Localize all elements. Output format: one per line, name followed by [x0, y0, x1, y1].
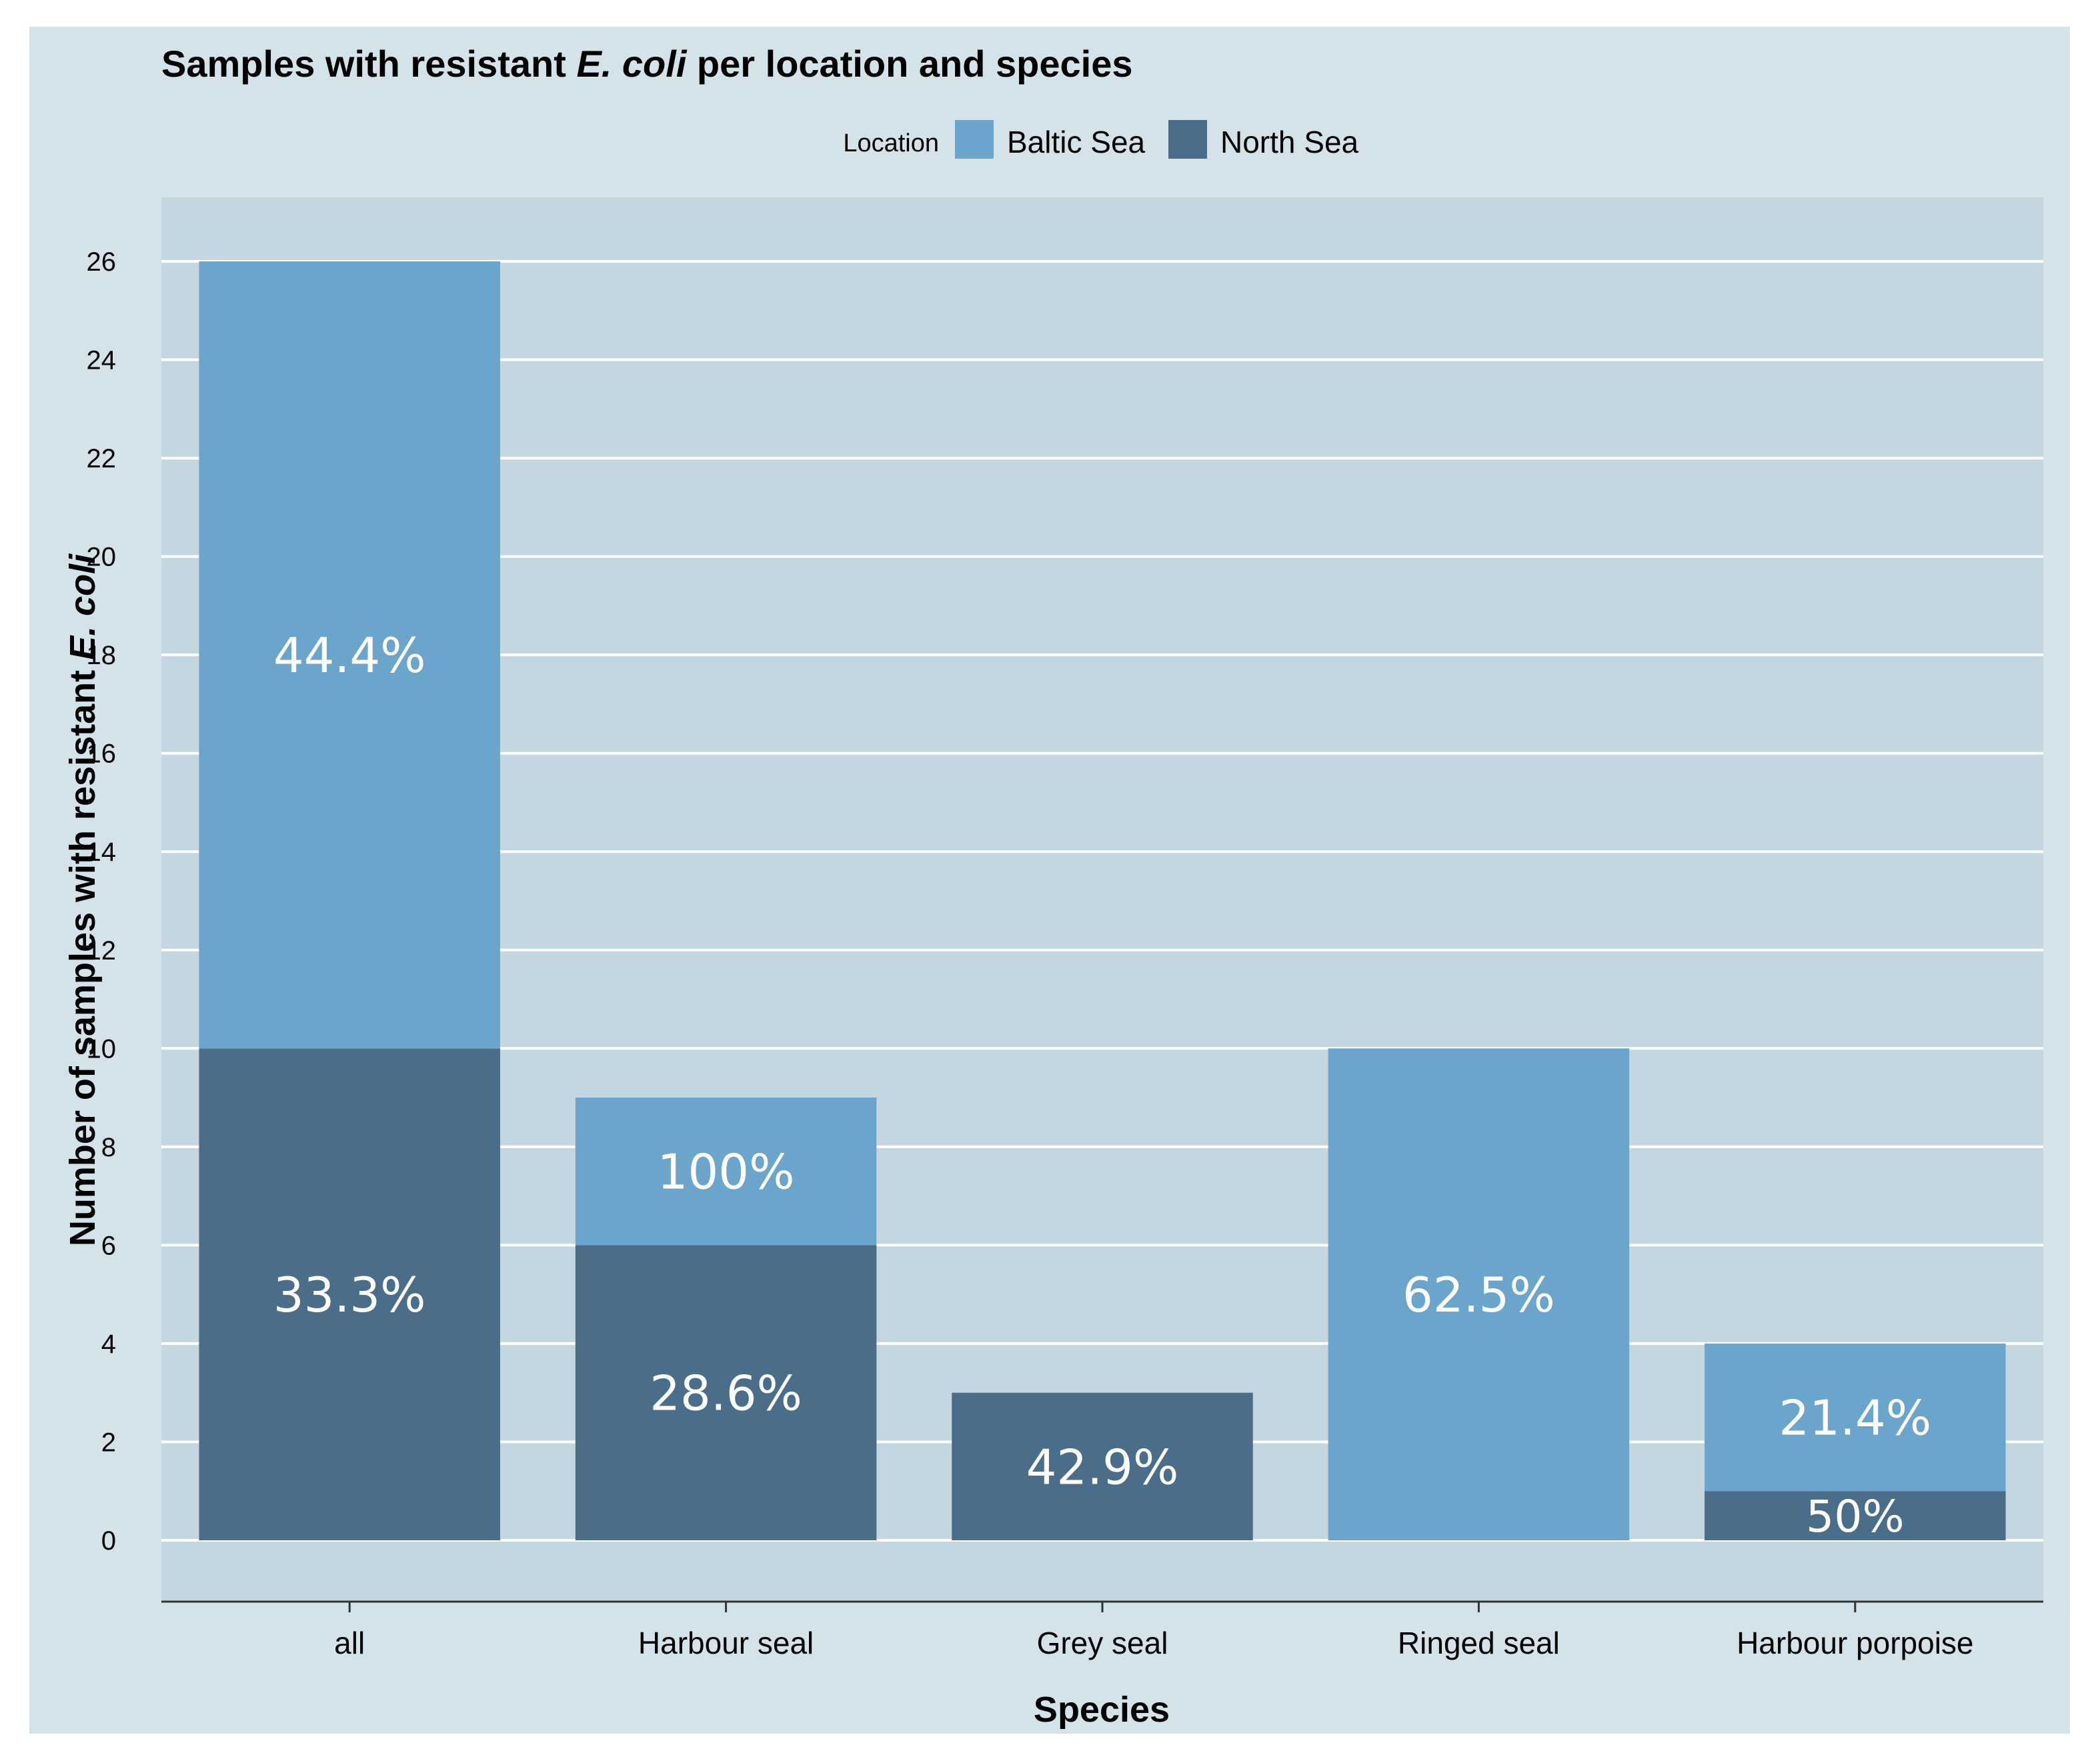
y-tick-label: 26 [87, 247, 117, 277]
y-axis-title: Number of samples with resistant E. coli [63, 553, 103, 1246]
y-tick-label: 20 [87, 543, 117, 572]
legend-swatch-north-sea [1168, 120, 1207, 159]
chart-card: Samples with resistant E. coli per locat… [29, 27, 2070, 1734]
legend-label-north-sea: North Sea [1220, 125, 1359, 159]
x-tick-label: Harbour seal [638, 1626, 814, 1660]
x-axis-ticks: all Harbour seal Grey seal Ringed seal Harbo… [334, 1602, 1974, 1660]
bar-north-sea-harbour-seal [575, 1245, 877, 1540]
bar-labels: 33.3% 44.4% 28.6% 100% 42.9% 62.5% 50% 21.4% [273, 627, 1931, 1542]
x-tick-label: Grey seal [1037, 1626, 1168, 1660]
legend-swatch-baltic-sea [955, 120, 994, 159]
data-label: 28.6% [650, 1366, 802, 1422]
x-tick-label: Harbour porpoise [1737, 1626, 1973, 1660]
bar-north-sea-all [199, 1048, 500, 1540]
data-label: 50% [1806, 1490, 1905, 1542]
legend-label-baltic-sea: Baltic Sea [1007, 125, 1146, 159]
y-tick-label: 6 [101, 1231, 116, 1260]
data-label: 42.9% [1026, 1439, 1179, 1495]
x-axis-title: Species [1034, 1690, 1170, 1730]
chart-title: Samples with resistant E. coli per locat… [161, 43, 1132, 85]
y-tick-label: 16 [87, 739, 117, 769]
data-label: 62.5% [1402, 1267, 1555, 1323]
legend-title: Location [843, 129, 939, 157]
bar-north-sea-grey-seal [952, 1392, 1253, 1540]
y-tick-label: 10 [87, 1034, 117, 1064]
data-label: 33.3% [273, 1267, 426, 1323]
y-tick-label: 4 [101, 1330, 116, 1359]
bar-baltic-sea-harbour-porpoise [1705, 1343, 2006, 1492]
y-tick-label: 2 [101, 1428, 116, 1457]
x-tick-label: all [334, 1626, 365, 1660]
bar-baltic-sea-harbour-seal [575, 1098, 877, 1246]
y-tick-label: 12 [87, 936, 117, 966]
x-tick-label: Ringed seal [1398, 1626, 1560, 1660]
y-tick-label: 0 [101, 1526, 116, 1556]
plot-area: 33.3% 44.4% 28.6% 100% 42.9% 62.5% 50% 21.4% 0 2… [87, 197, 2043, 1660]
y-tick-label: 24 [87, 346, 117, 375]
data-label: 44.4% [273, 627, 426, 683]
data-label: 21.4% [1779, 1390, 1931, 1446]
data-label: 100% [658, 1144, 795, 1200]
y-tick-label: 8 [101, 1133, 116, 1162]
bar-north-sea-harbour-porpoise [1705, 1491, 2006, 1540]
y-tick-label: 22 [87, 444, 117, 473]
legend: Location Baltic Sea North Sea [843, 120, 1359, 159]
bar-baltic-sea-all [199, 261, 500, 1049]
bars [199, 261, 2006, 1540]
y-tick-label: 14 [87, 837, 117, 867]
bar-baltic-sea-ringed-seal [1328, 1048, 1630, 1540]
y-tick-label: 18 [87, 641, 117, 670]
chart-svg: Samples with resistant E. coli per locat… [63, 43, 2043, 1730]
